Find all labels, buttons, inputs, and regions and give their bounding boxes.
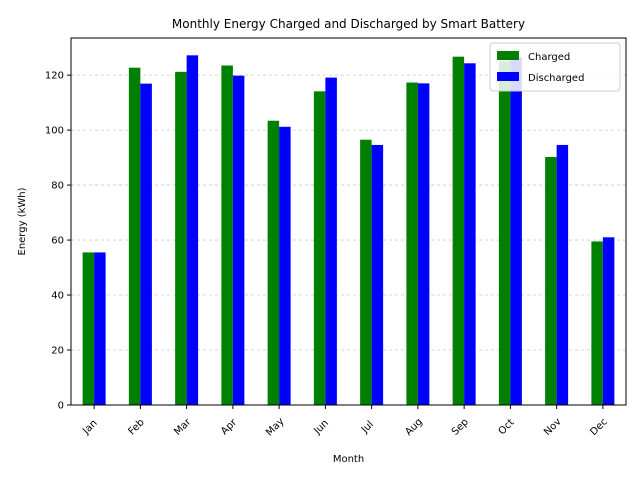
y-tick-label: 60 bbox=[51, 236, 64, 247]
bar-discharged-jun bbox=[325, 77, 337, 405]
y-axis: 0 20 40 60 80 100 120 bbox=[45, 71, 71, 412]
x-tick-label: Jul bbox=[359, 419, 376, 436]
x-tick-label: Sep bbox=[450, 417, 471, 438]
legend-label-discharged: Discharged bbox=[528, 73, 584, 84]
bar-charged-jun bbox=[313, 91, 326, 405]
y-tick-label: 100 bbox=[45, 126, 64, 137]
y-axis-label: Energy (kWh) bbox=[17, 187, 28, 255]
chart-title: Monthly Energy Charged and Discharged by… bbox=[172, 17, 525, 31]
y-tick-label: 40 bbox=[51, 291, 64, 302]
plot-frame bbox=[70, 37, 627, 406]
legend-label-charged: Charged bbox=[528, 52, 570, 63]
legend-box bbox=[489, 42, 621, 92]
bars bbox=[82, 55, 615, 406]
x-tick-label: Oct bbox=[497, 417, 517, 437]
x-tick-label: Mar bbox=[172, 416, 194, 438]
bar-charged-may bbox=[267, 120, 280, 405]
bar-discharged-oct bbox=[510, 57, 522, 406]
y-tick-label: 0 bbox=[58, 401, 64, 412]
bar-discharged-jul bbox=[371, 144, 384, 405]
x-tick-label: Feb bbox=[126, 417, 146, 437]
bar-discharged-jan bbox=[94, 252, 106, 405]
x-tick-label: Aug bbox=[403, 416, 425, 438]
x-tick-label: Nov bbox=[542, 416, 564, 438]
x-tick-label: Apr bbox=[219, 417, 240, 438]
bar-charged-dec bbox=[591, 241, 603, 405]
bar-charged-nov bbox=[545, 157, 557, 405]
bar-discharged-aug bbox=[417, 83, 430, 405]
bar-charged-apr bbox=[221, 65, 233, 406]
x-tick-label: Jan bbox=[80, 418, 99, 437]
x-tick-label: May bbox=[264, 416, 286, 438]
legend-swatch-charged bbox=[497, 51, 519, 60]
bar-charged-jul bbox=[360, 139, 372, 405]
bar-charged-oct bbox=[498, 61, 511, 406]
y-tick-label: 120 bbox=[45, 71, 64, 82]
bar-discharged-dec bbox=[602, 237, 615, 405]
legend-swatch-discharged bbox=[497, 72, 519, 81]
x-axis: Jan Feb Mar Apr May Jun Jul Aug Sep Oct Nov Dec bbox=[80, 405, 610, 438]
bar-discharged-may bbox=[279, 126, 291, 406]
legend: Charged Discharged bbox=[489, 42, 621, 92]
bar-charged-aug bbox=[406, 82, 418, 406]
x-axis-label: Month bbox=[333, 454, 364, 465]
y-tick-label: 80 bbox=[51, 181, 64, 192]
bar-discharged-mar bbox=[186, 55, 199, 406]
bar-discharged-apr bbox=[232, 75, 245, 405]
bar-charged-jan bbox=[82, 252, 95, 405]
bar-discharged-nov bbox=[556, 144, 569, 405]
bar-discharged-sep bbox=[464, 63, 476, 406]
bar-charged-mar bbox=[175, 71, 187, 406]
grid-lines bbox=[71, 74, 626, 406]
bar-discharged-feb bbox=[140, 83, 152, 405]
bar-charged-sep bbox=[452, 56, 465, 405]
y-tick-label: 20 bbox=[51, 346, 64, 357]
bar-charged-feb bbox=[128, 67, 141, 406]
x-tick-label: Dec bbox=[588, 416, 609, 437]
x-tick-label: Jun bbox=[311, 418, 331, 438]
